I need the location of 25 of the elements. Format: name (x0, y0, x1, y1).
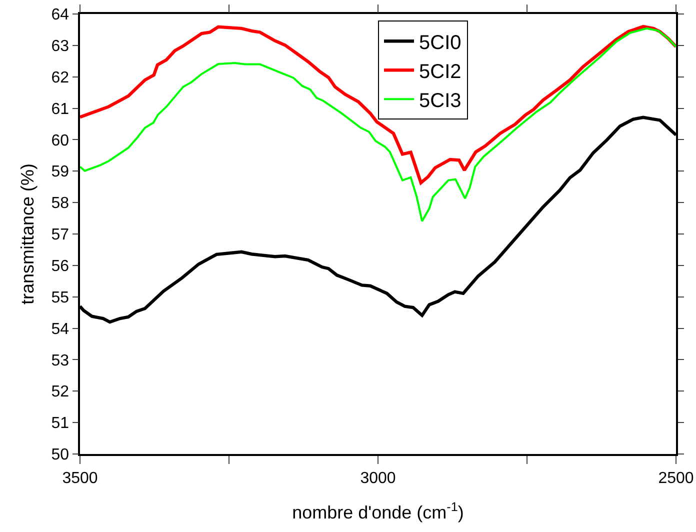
y-tick-label: 62 (51, 69, 70, 86)
y-tick-label: 57 (51, 226, 70, 244)
y-tick-label: 52 (51, 384, 70, 401)
line-series (80, 27, 676, 222)
y-tick-label: 60 (51, 132, 70, 150)
y-tick-label: 51 (51, 415, 70, 432)
y-tick-label: 61 (51, 100, 70, 118)
y-tick-label: 53 (51, 352, 70, 370)
legend-label: 5CI0 (419, 32, 462, 54)
y-axis-title: transmittance (%) (18, 163, 38, 305)
y-tick-label: 54 (51, 320, 70, 338)
y-tick-label: 56 (51, 258, 70, 276)
y-tick-label: 58 (51, 195, 70, 212)
x-axis-title: nombre d'onde (cm$^{-1}$) (292, 500, 464, 522)
line-series (80, 24, 676, 184)
x-tick-label: 3500 (62, 470, 98, 487)
x-tick-label: 3000 (360, 470, 396, 487)
x-tick-label: 2500 (658, 470, 694, 487)
y-tick-label: 50 (51, 446, 70, 464)
y-tick-label: 55 (51, 289, 70, 306)
y-tick-label: 63 (51, 38, 70, 56)
y-tick-label: 59 (51, 164, 70, 181)
legend-label: 5CI2 (419, 60, 462, 83)
y-tick-label: 64 (51, 6, 70, 24)
legend-label: 5CI3 (419, 90, 462, 112)
